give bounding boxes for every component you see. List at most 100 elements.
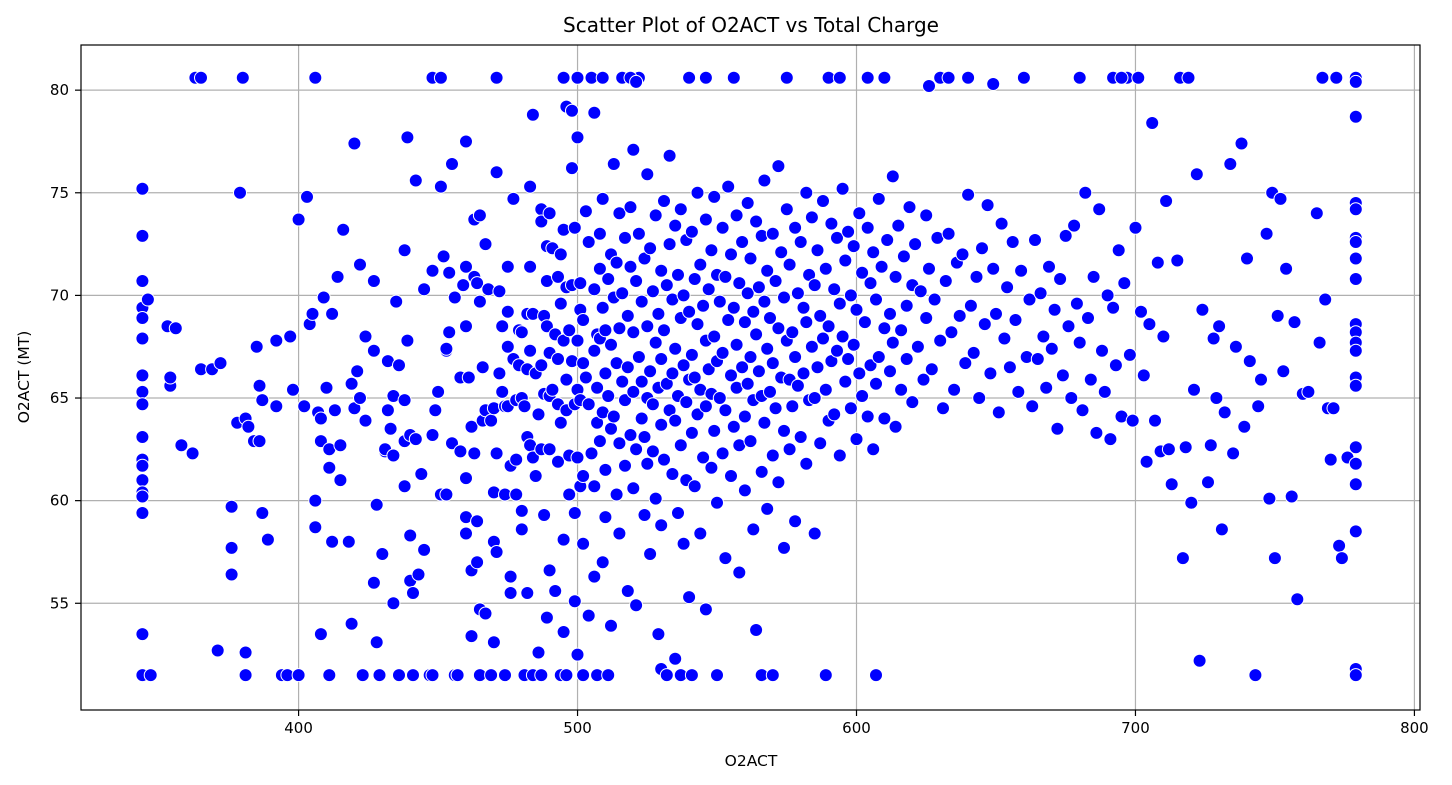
scatter-point bbox=[785, 325, 800, 340]
y-tick-label: 75 bbox=[50, 184, 69, 202]
scatter-point bbox=[830, 343, 844, 358]
scatter-point bbox=[559, 668, 574, 683]
scatter-point bbox=[509, 487, 524, 502]
scatter-point bbox=[135, 384, 150, 399]
scatter-point bbox=[255, 506, 270, 520]
plot-frame bbox=[80, 44, 1421, 711]
scatter-point bbox=[135, 181, 150, 196]
scatter-point bbox=[135, 430, 150, 444]
scatter-point bbox=[1248, 668, 1263, 683]
scatter-point bbox=[1075, 403, 1090, 418]
scatter-point bbox=[977, 317, 992, 332]
scatter-point bbox=[824, 216, 839, 231]
scatter-point bbox=[1348, 109, 1363, 124]
scatter-point bbox=[645, 444, 660, 459]
scatter-point bbox=[1044, 341, 1059, 356]
scatter-point bbox=[1033, 286, 1048, 301]
scatter-point bbox=[693, 526, 708, 541]
scatter-point bbox=[539, 319, 554, 334]
scatter-point bbox=[1276, 364, 1291, 379]
scatter-point bbox=[846, 337, 861, 352]
scatter-point bbox=[514, 503, 529, 518]
scatter-point bbox=[827, 282, 842, 297]
scatter-point bbox=[562, 323, 577, 338]
scatter-point bbox=[807, 391, 822, 405]
scatter-point bbox=[327, 403, 342, 418]
scatter-point bbox=[319, 380, 334, 395]
scatter-point bbox=[687, 479, 702, 494]
scatter-point bbox=[765, 448, 780, 463]
scatter-point bbox=[754, 464, 769, 479]
scatter-point bbox=[241, 419, 256, 434]
scatter-point bbox=[1251, 399, 1266, 414]
scatter-point bbox=[135, 397, 150, 412]
scatter-point bbox=[1170, 253, 1185, 268]
y-tick-label: 60 bbox=[50, 492, 69, 510]
y-axis-label: O2ACT (MT) bbox=[15, 331, 33, 424]
scatter-point bbox=[771, 321, 786, 336]
scatter-point bbox=[1089, 425, 1104, 440]
scatter-point bbox=[715, 446, 730, 461]
scatter-point bbox=[392, 358, 406, 373]
scatter-point bbox=[871, 191, 886, 206]
scatter-point bbox=[1039, 380, 1054, 395]
scatter-point bbox=[629, 74, 644, 89]
scatter-point bbox=[620, 308, 635, 323]
scatter-point bbox=[919, 311, 934, 325]
scatter-point bbox=[743, 434, 758, 449]
scatter-point bbox=[1270, 308, 1285, 323]
scatter-point bbox=[1053, 272, 1068, 286]
scatter-point bbox=[592, 434, 607, 449]
scatter-point bbox=[846, 239, 861, 254]
scatter-point bbox=[671, 267, 685, 282]
scatter-point bbox=[542, 442, 557, 457]
scatter-point bbox=[514, 522, 529, 537]
scatter-point bbox=[484, 668, 499, 683]
scatter-point bbox=[383, 421, 398, 436]
scatter-point bbox=[598, 366, 613, 381]
y-tick-label: 65 bbox=[50, 389, 69, 407]
scatter-point bbox=[966, 345, 981, 360]
scatter-point bbox=[1348, 202, 1363, 217]
scatter-point bbox=[135, 274, 150, 288]
scatter-point bbox=[355, 668, 370, 683]
scatter-point bbox=[1002, 360, 1017, 375]
scatter-point bbox=[612, 206, 627, 221]
scatter-point bbox=[1114, 70, 1129, 85]
scatter-point bbox=[1050, 421, 1065, 436]
scatter-point bbox=[718, 269, 733, 284]
scatter-point bbox=[475, 360, 490, 375]
scatter-point bbox=[322, 668, 337, 683]
scatter-point bbox=[760, 263, 775, 278]
scatter-point bbox=[877, 70, 892, 85]
scatter-point bbox=[500, 259, 515, 274]
scatter-point bbox=[163, 370, 178, 385]
scatter-point bbox=[565, 161, 579, 176]
scatter-point bbox=[1184, 495, 1199, 510]
scatter-point bbox=[478, 237, 493, 252]
scatter-point bbox=[693, 257, 708, 272]
scatter-point bbox=[584, 446, 599, 461]
scatter-point bbox=[827, 407, 842, 422]
scatter-point bbox=[922, 261, 936, 276]
scatter-point bbox=[500, 339, 515, 354]
scatter-point bbox=[618, 230, 632, 245]
scatter-point bbox=[576, 536, 591, 551]
scatter-point bbox=[369, 635, 384, 650]
scatter-point bbox=[425, 428, 440, 442]
scatter-point bbox=[397, 393, 412, 408]
scatter-point bbox=[866, 442, 881, 457]
scatter-point bbox=[1267, 551, 1282, 566]
scatter-point bbox=[472, 294, 487, 309]
scatter-point bbox=[768, 401, 783, 416]
scatter-point bbox=[612, 321, 627, 336]
scatter-point bbox=[626, 481, 641, 496]
scatter-point bbox=[347, 136, 362, 151]
scatter-point bbox=[712, 294, 727, 309]
scatter-point bbox=[587, 282, 602, 297]
scatter-point bbox=[788, 220, 803, 235]
scatter-point bbox=[595, 191, 610, 206]
scatter-point bbox=[816, 331, 830, 346]
scatter-point bbox=[615, 374, 630, 389]
scatter-point bbox=[866, 245, 881, 260]
